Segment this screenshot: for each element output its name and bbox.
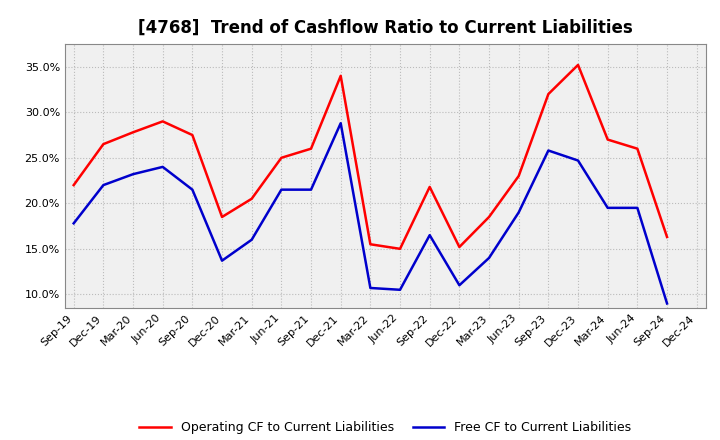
- Operating CF to Current Liabilities: [277, 155, 286, 161]
- Free CF to Current Liabilities: [248, 237, 256, 242]
- Operating CF to Current Liabilities: [514, 173, 523, 179]
- Free CF to Current Liabilities: [366, 285, 374, 290]
- Operating CF to Current Liabilities: [662, 235, 671, 240]
- Operating CF to Current Liabilities: [158, 119, 167, 124]
- Free CF to Current Liabilities: [574, 158, 582, 163]
- Free CF to Current Liabilities: [633, 205, 642, 210]
- Operating CF to Current Liabilities: [574, 62, 582, 68]
- Operating CF to Current Liabilities: [544, 92, 553, 97]
- Operating CF to Current Liabilities: [129, 130, 138, 135]
- Operating CF to Current Liabilities: [426, 184, 434, 190]
- Free CF to Current Liabilities: [455, 282, 464, 288]
- Operating CF to Current Liabilities: [217, 214, 226, 220]
- Operating CF to Current Liabilities: [396, 246, 405, 252]
- Free CF to Current Liabilities: [69, 221, 78, 226]
- Free CF to Current Liabilities: [188, 187, 197, 192]
- Operating CF to Current Liabilities: [69, 183, 78, 188]
- Line: Free CF to Current Liabilities: Free CF to Current Liabilities: [73, 123, 667, 304]
- Free CF to Current Liabilities: [426, 232, 434, 238]
- Operating CF to Current Liabilities: [188, 132, 197, 138]
- Line: Operating CF to Current Liabilities: Operating CF to Current Liabilities: [73, 65, 667, 249]
- Legend: Operating CF to Current Liabilities, Free CF to Current Liabilities: Operating CF to Current Liabilities, Fre…: [135, 416, 636, 439]
- Free CF to Current Liabilities: [129, 172, 138, 177]
- Free CF to Current Liabilities: [217, 258, 226, 263]
- Free CF to Current Liabilities: [277, 187, 286, 192]
- Free CF to Current Liabilities: [307, 187, 315, 192]
- Operating CF to Current Liabilities: [455, 244, 464, 249]
- Free CF to Current Liabilities: [514, 210, 523, 215]
- Free CF to Current Liabilities: [336, 121, 345, 126]
- Operating CF to Current Liabilities: [307, 146, 315, 151]
- Free CF to Current Liabilities: [485, 255, 493, 260]
- Free CF to Current Liabilities: [603, 205, 612, 210]
- Operating CF to Current Liabilities: [99, 142, 108, 147]
- Free CF to Current Liabilities: [544, 148, 553, 153]
- Operating CF to Current Liabilities: [336, 73, 345, 78]
- Operating CF to Current Liabilities: [248, 196, 256, 202]
- Operating CF to Current Liabilities: [485, 214, 493, 220]
- Operating CF to Current Liabilities: [603, 137, 612, 142]
- Free CF to Current Liabilities: [396, 287, 405, 293]
- Free CF to Current Liabilities: [662, 301, 671, 306]
- Free CF to Current Liabilities: [158, 164, 167, 169]
- Free CF to Current Liabilities: [99, 183, 108, 188]
- Title: [4768]  Trend of Cashflow Ratio to Current Liabilities: [4768] Trend of Cashflow Ratio to Curren…: [138, 19, 633, 37]
- Operating CF to Current Liabilities: [366, 242, 374, 247]
- Operating CF to Current Liabilities: [633, 146, 642, 151]
